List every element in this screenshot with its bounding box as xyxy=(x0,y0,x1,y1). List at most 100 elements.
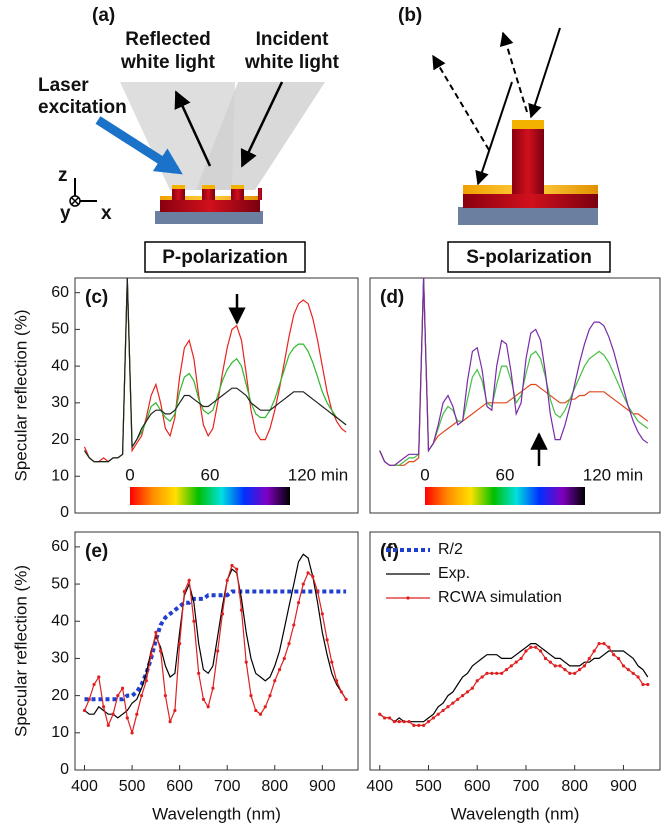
data-point xyxy=(616,656,621,661)
data-point xyxy=(543,656,548,661)
data-point xyxy=(154,630,158,635)
y-tick-label: 60 xyxy=(51,284,69,301)
data-point xyxy=(230,563,234,568)
data-point xyxy=(577,667,582,672)
polarization-label: S-polarization xyxy=(466,247,592,268)
series-line xyxy=(84,553,347,719)
colorbar-label: 60 xyxy=(496,465,515,484)
axis-y-label: y xyxy=(60,203,71,224)
legend-marker xyxy=(406,596,410,600)
data-point xyxy=(514,660,518,664)
laser-label: excitation xyxy=(38,97,127,118)
series-line xyxy=(83,564,347,735)
data-point xyxy=(239,608,244,612)
layer xyxy=(463,193,598,208)
incident-label: Incident xyxy=(256,29,330,50)
data-point xyxy=(116,694,120,698)
y-tick-label: 40 xyxy=(51,612,69,629)
x-tick-label: 500 xyxy=(415,778,442,795)
data-point xyxy=(573,671,577,675)
data-point xyxy=(334,679,339,683)
x-tick-label: 700 xyxy=(513,778,540,795)
data-point xyxy=(558,664,562,668)
data-point xyxy=(607,645,611,649)
data-point xyxy=(519,656,523,661)
incident-cone xyxy=(196,82,325,190)
panel-label: (a) xyxy=(92,5,115,26)
data-point xyxy=(296,601,301,605)
y-tick-label: 50 xyxy=(51,321,69,338)
colorbar xyxy=(425,487,585,505)
data-point xyxy=(602,641,606,646)
y-tick-label: 20 xyxy=(51,687,69,704)
x-tick-label: 600 xyxy=(464,778,491,795)
data-point xyxy=(563,667,567,672)
data-point xyxy=(187,578,191,582)
y-tick-label: 50 xyxy=(51,575,69,592)
y-axis-label: Specular reflection (%) xyxy=(11,310,30,482)
data-point xyxy=(597,641,601,646)
reflected-label: white light xyxy=(120,52,216,73)
data-point xyxy=(441,708,445,713)
data-point xyxy=(548,660,552,664)
reflected-label: Reflected xyxy=(125,29,211,50)
x-tick-label: 800 xyxy=(561,778,588,795)
data-point xyxy=(456,697,460,701)
data-point xyxy=(475,679,479,683)
reflected-arrow xyxy=(432,54,490,151)
data-point xyxy=(216,649,220,653)
data-point xyxy=(641,682,645,687)
label-box xyxy=(447,241,611,273)
y-tick-label: 30 xyxy=(51,394,69,411)
x-tick-label: 900 xyxy=(309,778,336,795)
y-tick-label: 0 xyxy=(60,504,69,521)
incident-arrow xyxy=(528,27,561,119)
data-point xyxy=(325,638,329,642)
panel-label: (e) xyxy=(85,541,108,562)
data-point xyxy=(225,578,229,582)
pillars xyxy=(172,185,262,200)
data-point xyxy=(101,705,106,709)
panel-label: (b) xyxy=(398,5,422,26)
data-point xyxy=(211,686,215,690)
data-point xyxy=(139,694,144,698)
data-point xyxy=(436,712,440,716)
data-point xyxy=(524,649,528,653)
data-point xyxy=(330,660,334,664)
y-axis-label: Specular reflection (%) xyxy=(11,565,30,737)
colorbar-label: 0 xyxy=(125,465,134,484)
y-tick-label: 0 xyxy=(60,761,69,778)
y-tick-label: 40 xyxy=(51,357,69,374)
data-point xyxy=(621,664,626,668)
data-point xyxy=(287,641,291,646)
incident-arrow xyxy=(240,81,284,168)
data-point xyxy=(201,697,206,701)
axis-z-label: z xyxy=(58,165,68,186)
data-point xyxy=(244,660,248,664)
colorbar xyxy=(130,487,290,505)
data-point xyxy=(422,723,426,727)
data-point xyxy=(490,671,494,675)
series-line xyxy=(83,278,347,463)
series-line xyxy=(83,278,347,463)
data-point xyxy=(387,716,392,720)
colorbar-label: 120 min xyxy=(583,465,643,484)
plot-frame xyxy=(369,531,661,771)
data-point xyxy=(451,701,455,705)
data-point xyxy=(111,712,115,716)
data-point xyxy=(130,731,134,735)
y-tick-label: 10 xyxy=(51,468,69,485)
series-line xyxy=(84,589,347,702)
data-point xyxy=(417,723,421,727)
data-point xyxy=(87,697,91,701)
data-point xyxy=(480,675,484,679)
reflected-cone xyxy=(120,82,235,190)
incident-arrow xyxy=(475,81,513,186)
data-point xyxy=(646,682,650,687)
data-point xyxy=(529,645,533,649)
data-point xyxy=(339,690,343,694)
series-line xyxy=(379,278,649,466)
data-point xyxy=(553,664,557,668)
data-point xyxy=(495,671,499,675)
